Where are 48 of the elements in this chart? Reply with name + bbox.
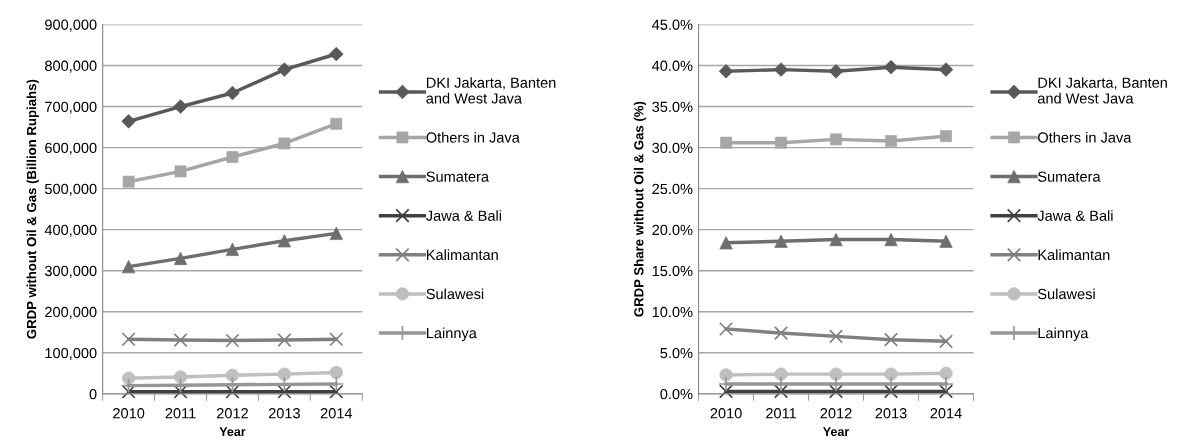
x-tick-label: 2014	[320, 408, 353, 419]
legend-label: Sulawesi	[1038, 288, 1095, 300]
x-tick-label: 2010	[113, 408, 145, 419]
y-tick-label: 400,000	[44, 224, 97, 237]
y-tick-label: 800,000	[45, 60, 97, 73]
x-tick-label: 2013	[875, 408, 907, 419]
y-tick-label: 200,000	[45, 306, 97, 319]
y-tick-label: 20.0%	[652, 224, 693, 236]
y-tick-label: 45.0%	[651, 19, 693, 30]
y-axis-title: GRDP Share without Oil & Gas (%)	[633, 101, 647, 317]
x-axis-title: Year	[823, 427, 850, 437]
legend-label: Kalimantan	[1038, 249, 1110, 261]
y-tick-label: 900,000	[45, 19, 97, 32]
legend-label: Lainnya	[426, 327, 477, 342]
y-tick-label: 100,000	[45, 347, 97, 360]
y-axis-title: GRDP without Oil & Gas (Billion Rupiahs)	[26, 79, 39, 339]
legend-label: Lainnya	[1038, 327, 1089, 342]
y-tick-label: 25.0%	[652, 183, 693, 195]
legend-label: Sumatera	[1038, 171, 1101, 182]
x-tick-label: 2012	[820, 408, 852, 419]
x-axis-title: Year	[219, 427, 246, 437]
y-tick-label: 500,000	[44, 183, 97, 196]
x-tick-label: 2011	[165, 408, 196, 419]
legend-label: DKI Jakarta, Banten and West Java	[426, 77, 556, 104]
y-tick-label: 300,000	[44, 265, 97, 278]
y-tick-label: 0	[89, 388, 97, 400]
x-tick-label: 2010	[710, 408, 742, 419]
legend-label: Jawa & Bali	[1037, 210, 1113, 221]
y-tick-label: 40.0%	[651, 60, 693, 71]
legend-label: Others in Java	[1038, 131, 1132, 143]
y-tick-label: 5.0%	[660, 347, 693, 359]
legend-label: Jawa & Bali	[426, 210, 501, 221]
y-tick-label: 15.0%	[652, 265, 693, 277]
y-tick-label: 10.0%	[652, 306, 693, 318]
y-tick-label: 35.0%	[652, 101, 693, 112]
legend-label: Others in Java	[426, 131, 520, 143]
y-tick-label: 30.0%	[652, 142, 693, 154]
legend-label: DKI Jakarta, Banten and West Java	[1037, 77, 1167, 104]
legend-label: Sumatera	[426, 171, 490, 182]
x-tick-label: 2012	[216, 408, 248, 419]
x-tick-label: 2014	[930, 408, 962, 419]
legend-label: Sulawesi	[426, 288, 484, 300]
x-tick-label: 2011	[766, 408, 797, 419]
x-tick-label: 2013	[268, 408, 300, 419]
y-tick-label: 600,000	[45, 142, 97, 155]
y-tick-label: 700,000	[45, 101, 97, 114]
y-tick-label: 0.0%	[660, 388, 693, 400]
legend-label: Kalimantan	[426, 249, 498, 261]
